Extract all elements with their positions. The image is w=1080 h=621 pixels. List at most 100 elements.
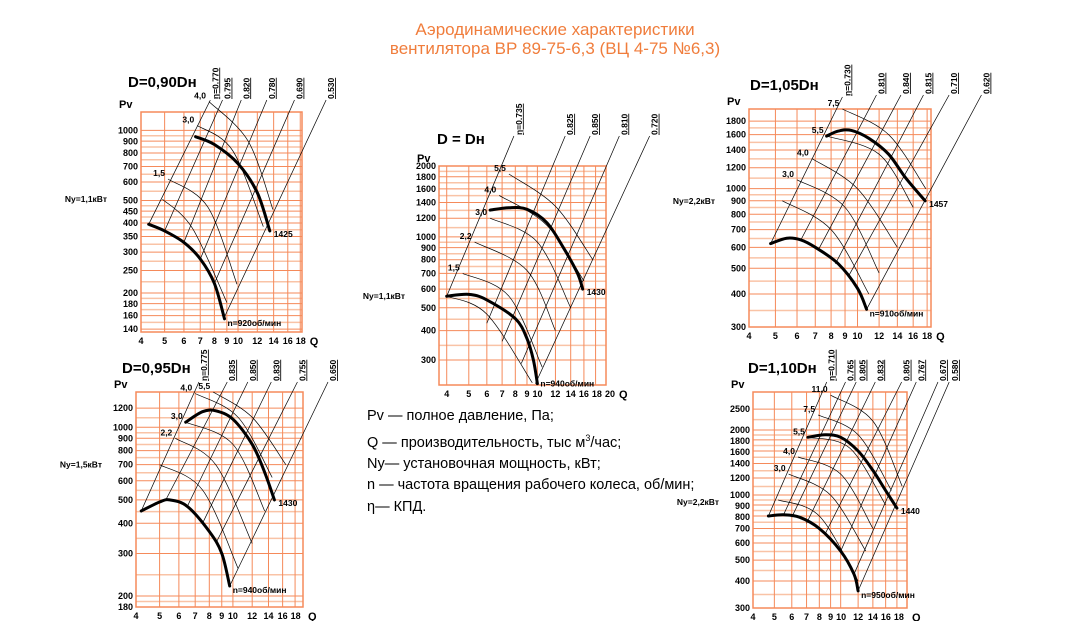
lower-speed-label: n=940об/мин [540,379,594,389]
lower-speed-label: n=950об/мин [861,590,915,600]
x-tick-label: 18 [296,336,306,346]
power-arc [462,273,543,368]
x-tick-label: 8 [212,336,217,346]
efficiency-ray [186,381,249,507]
y-tick-label: 600 [123,177,138,187]
x-tick-label: 5 [162,336,167,346]
y-tick-label: 300 [731,322,746,332]
power-arc [811,158,898,248]
power-label: 2,2 [160,427,172,437]
power-arc [788,473,867,552]
power-label: 7,5 [828,98,840,108]
efficiency-ray [770,96,843,244]
power-arc [167,178,238,285]
x-tick-label: 14 [566,389,576,399]
legend-q: Q — производительность, тыс м3/час; [367,428,621,454]
efficiency-label: 0.767 [916,359,926,381]
y-tick-label: 900 [118,433,133,443]
y-tick-label: 1800 [730,436,750,446]
efficiency-label: 0.690 [294,77,304,99]
efficiency-ray [446,135,515,297]
x-axis-label: Q [310,336,319,348]
power-arc [195,393,273,478]
x-tick-label: 5 [773,331,778,341]
x-axis-label: Q [936,331,945,343]
x-tick-label: 10 [853,331,863,341]
efficiency-label: 0.805 [858,359,868,381]
y-tick-label: 400 [123,218,138,228]
efficiency-label: 0.620 [981,72,991,94]
ny-label: Ny=2,2кВт [677,497,719,507]
x-tick-label: 10 [532,389,542,399]
y-tick-label: 500 [731,263,746,273]
y-tick-label: 2000 [416,161,436,171]
power-arc [175,438,253,544]
power-arc [777,499,859,582]
y-tick-label: 500 [421,303,436,313]
legend-n: n — частота вращения рабочего колеса, об… [367,477,695,494]
upper-speed-label: 1425 [274,229,293,239]
power-label: 1,5 [448,262,460,272]
power-arc [489,217,572,308]
chart-title: D=0,90Dн [128,74,197,91]
x-tick-label: 5 [466,389,471,399]
y-tick-label: 300 [735,603,750,613]
x-tick-label: 10 [228,611,238,621]
power-arc [508,173,594,260]
y-axis-label: Pv [731,379,745,391]
power-label: 4,0 [484,184,496,194]
efficiency-ray [164,99,223,232]
power-arc [185,421,266,512]
x-tick-label: 7 [198,336,203,346]
efficiency-label: η=0.730 [842,64,852,96]
chart-title: D=1,10Dн [748,360,817,377]
x-tick-label: 14 [892,331,902,341]
upper-speed-label: 1430 [587,287,606,297]
y-tick-label: 900 [735,501,750,511]
efficiency-ray [486,135,566,324]
efficiency-ray [224,99,327,318]
efficiency-label: 0.580 [950,359,960,381]
y-tick-label: 300 [123,247,138,257]
chart-title: D=1,05Dн [750,77,819,94]
power-label: 4,0 [194,91,206,101]
legend-q-sup: 3 [585,432,591,443]
upper-speed-curve [194,135,272,233]
x-tick-label: 7 [193,611,198,621]
y-tick-label: 300 [118,548,133,558]
y-tick-label: 200 [123,288,138,298]
power-arc [196,125,264,227]
power-arc [162,198,228,303]
y-tick-label: 2500 [730,404,750,414]
y-tick-label: 800 [421,255,436,265]
x-tick-label: 6 [181,336,186,346]
power-arc [159,464,239,569]
x-tick-label: 5 [772,612,777,621]
power-arc [446,295,533,383]
efficiency-ray [783,381,846,515]
efficiency-label: 0.810 [876,72,886,94]
efficiency-ray [866,94,982,310]
y-tick-label: 250 [123,265,138,275]
power-label: 2,2 [460,231,472,241]
y-axis-label: Pv [119,99,133,111]
y-tick-label: 400 [421,326,436,336]
y-tick-label: 800 [118,446,133,456]
efficiency-ray [229,381,329,587]
efficiency-label: η=0.775 [199,349,209,381]
x-tick-label: 18 [592,389,602,399]
y-tick-label: 1400 [416,197,436,207]
efficiency-ray [501,135,591,342]
y-axis-label: Pv [114,379,128,391]
x-tick-label: 12 [874,331,884,341]
x-tick-label: 14 [269,336,279,346]
x-tick-label: 4 [133,611,138,621]
power-label: 5,5 [793,426,805,436]
y-tick-label: 1200 [113,403,133,413]
power-label: 3,0 [171,411,183,421]
x-tick-label: 10 [233,336,243,346]
y-tick-label: 1000 [416,232,436,242]
